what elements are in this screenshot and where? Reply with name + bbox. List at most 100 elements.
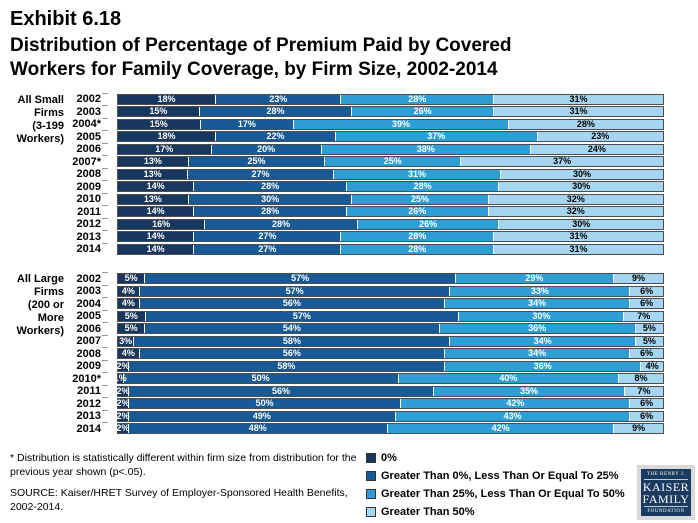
stacked-bar: 13% 27% 31% 30%	[117, 168, 664, 180]
axis-tick	[101, 117, 117, 131]
bar-segment: 6%	[630, 399, 663, 409]
bar-segment: 28%	[508, 119, 663, 129]
bar-segment-value: 50%	[255, 398, 274, 409]
axis-tick	[101, 142, 117, 156]
bar-segment: 30%	[499, 182, 663, 192]
bar-segment: 24%	[530, 144, 663, 154]
legend-item: Greater Than 0%, Less Than Or Equal To 2…	[366, 470, 625, 482]
legend: 0% Greater Than 0%, Less Than Or Equal To…	[366, 452, 625, 523]
bar-segment-value: 9%	[631, 273, 645, 284]
bar-segment-value: 27%	[258, 231, 277, 242]
bar-segment: 54%	[145, 324, 440, 334]
bar-segment-value: 58%	[277, 360, 296, 371]
legend-item: Greater Than 50%	[366, 506, 625, 518]
kff-logo-box: THE HENRY J. KAISER FAMILY FOUNDATION	[641, 469, 691, 516]
bar-segment: 31%	[494, 232, 663, 242]
bar-segment: 17%	[200, 119, 295, 129]
axis-tick	[101, 230, 117, 243]
bar-segment-value: 39%	[391, 118, 410, 129]
bar-segment: 34%	[444, 349, 631, 359]
bar-segment: 6%	[630, 286, 663, 296]
stacked-bar: 16% 28% 26% 30%	[117, 218, 664, 230]
bar-segment-value: 17%	[155, 143, 174, 154]
year-label: 2003	[76, 285, 101, 298]
bar-segment: 30%	[499, 219, 663, 229]
bar-segment: 5%	[118, 324, 146, 334]
bar-segment: 27%	[188, 169, 334, 179]
bar-segment-value: 26%	[419, 218, 438, 229]
year-label: 2010	[76, 193, 101, 206]
bar-segment: 56%	[139, 298, 445, 309]
legend-swatch	[366, 507, 376, 517]
axis-tick	[101, 397, 117, 410]
bar-segment: 23%	[537, 132, 663, 142]
exhibit-number: Exhibit 6.18	[10, 8, 122, 30]
legend-swatch	[366, 471, 376, 481]
stacked-bar: 13% 25% 25% 37%	[117, 156, 664, 168]
bar-row: 2009 2% 58% 36% 4%	[64, 359, 664, 373]
legend-label: Greater Than 0%, Less Than Or Equal To 2…	[381, 470, 619, 482]
bar-segment: 13%	[118, 194, 189, 204]
bar-segment-value: 29%	[525, 273, 544, 284]
bar-segment: 4%	[641, 361, 663, 371]
bar-segment: 5%	[118, 274, 146, 284]
bar-segment-value: 57%	[285, 285, 304, 296]
bar-segment-value: 49%	[252, 410, 271, 421]
bar-segment-value: 4%	[121, 298, 135, 309]
bar-segment: 28%	[199, 106, 353, 117]
stacked-bar: 15% 17% 39% 28%	[117, 118, 664, 130]
bar-segment-value: 28%	[271, 218, 290, 229]
bar-segment: 48%	[128, 424, 388, 434]
bar-segment-value: 28%	[261, 206, 280, 217]
bar-segment: 36%	[439, 323, 636, 334]
bar-segment: 57%	[145, 311, 460, 321]
bar-segment-value: 18%	[157, 93, 176, 104]
bar-segment-value: 56%	[282, 348, 301, 359]
bar-segment-value: 33%	[530, 285, 549, 296]
stacked-bar: 5% 57% 30% 7%	[117, 310, 664, 322]
bar-segment-value: 25%	[247, 156, 266, 167]
year-label: 2009	[76, 360, 101, 373]
bar-segment-value: 5%	[642, 323, 656, 334]
source-text: SOURCE: Kaiser/HRET Survey of Employer-S…	[10, 487, 348, 513]
bar-segment-value: 13%	[143, 168, 162, 179]
bar-segment-value: 2%	[116, 385, 130, 396]
bar-segment: 9%	[613, 273, 663, 284]
bar-segment-value: 36%	[528, 323, 547, 334]
bar-segment: 28%	[205, 218, 358, 229]
bar-segment: 50%	[123, 374, 399, 384]
bar-segment-value: 37%	[427, 131, 446, 142]
stacked-bar: 18% 22% 37% 23%	[117, 131, 664, 143]
bar-segment-value: 28%	[266, 106, 285, 117]
bar-segment: 28%	[194, 182, 347, 192]
bar-segment: 23%	[216, 93, 342, 104]
bar-segment: 25%	[352, 194, 489, 204]
bar-row: 2011 2% 56% 35% 7%	[64, 384, 664, 398]
bar-segment: 20%	[211, 144, 322, 154]
bar-segment: 13%	[118, 168, 189, 179]
group-label-line: All Small	[17, 93, 64, 106]
year-label: 2007	[76, 335, 101, 348]
bar-segment-value: 23%	[269, 93, 288, 104]
bar-row: 2004* 15% 17% 39% 28%	[64, 117, 664, 131]
bar-row: 2008 13% 27% 31% 30%	[64, 167, 664, 181]
bar-segment: 34%	[450, 335, 636, 346]
bar-segment-value: 42%	[491, 423, 510, 434]
bar-segment-value: 56%	[282, 298, 301, 309]
bar-row: 2004 4% 56% 34% 6%	[64, 297, 664, 310]
bar-segment-value: 34%	[533, 335, 552, 346]
bar-segment: 33%	[450, 285, 631, 296]
year-label: 2004*	[72, 118, 101, 131]
bar-row: 2003 15% 28% 26% 31%	[64, 105, 664, 118]
stacked-bar: 2% 48% 42% 9%	[116, 423, 664, 435]
year-label: 2012	[76, 218, 101, 231]
bar-segment: 7%	[624, 386, 663, 396]
year-label: 2006	[76, 143, 101, 156]
kff-logo: THE HENRY J. KAISER FAMILY FOUNDATION	[637, 465, 695, 520]
bar-segment: 30%	[459, 311, 625, 321]
bar-segment-value: 58%	[282, 335, 301, 346]
bar-segment: 5%	[118, 311, 146, 321]
bar-segment-value: 31%	[569, 243, 588, 254]
header: Exhibit 6.18 Distribution of Percentage …	[0, 0, 698, 82]
bar-segment-value: 18%	[157, 131, 176, 142]
